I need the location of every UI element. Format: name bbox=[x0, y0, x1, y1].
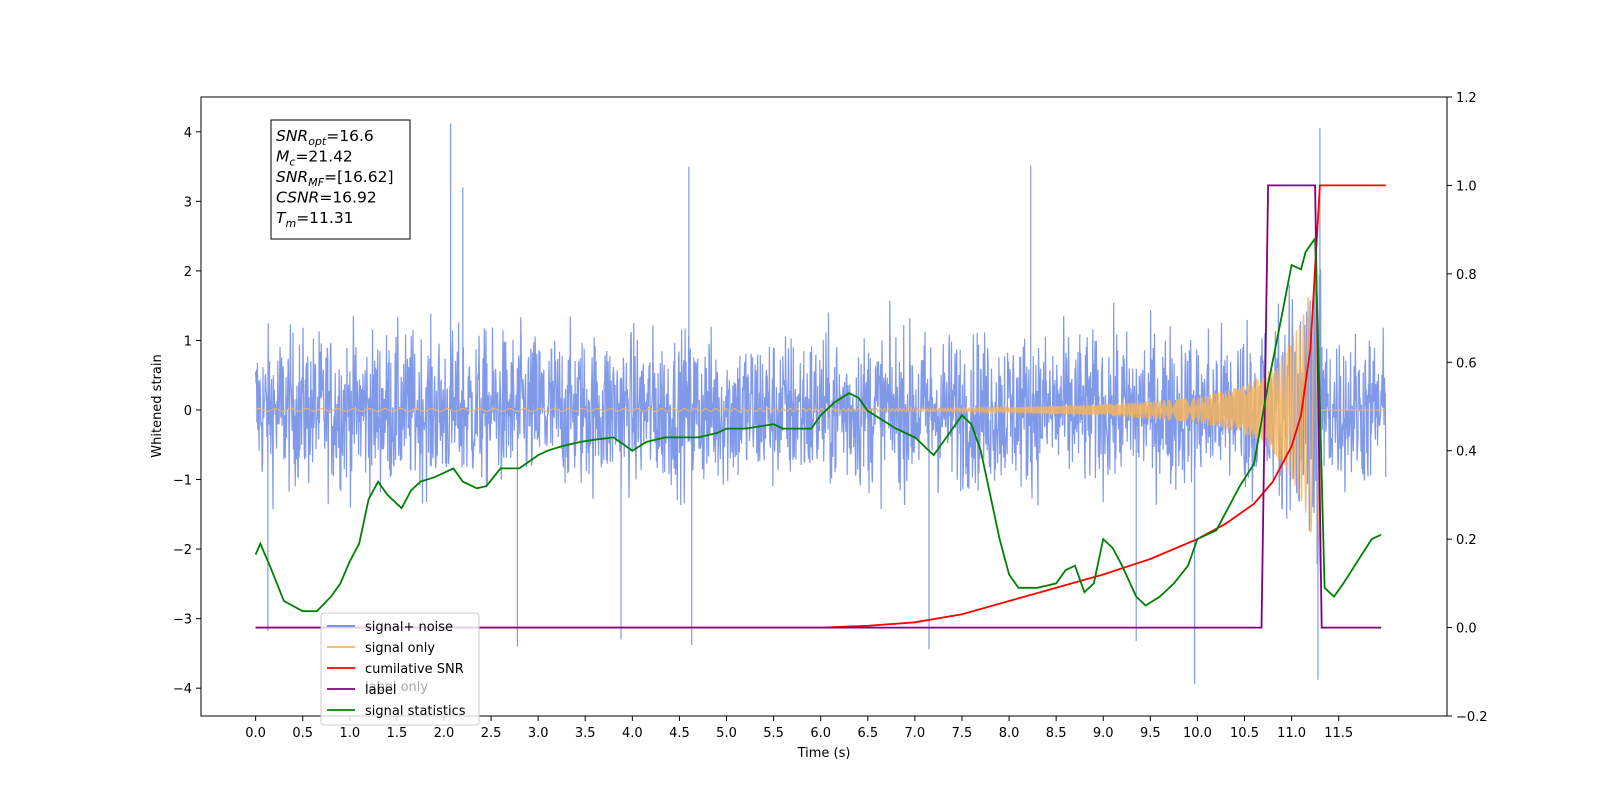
axes-layer: 0.0 0.5 1.0 1.5 2.0 2.5 3.0 3.5 4.0 4.5 5.0 5.5 6.0 6… bbox=[173, 91, 1488, 741]
series-signal-only bbox=[255, 272, 1386, 575]
legend: label only signal+ noise signal only cumila… bbox=[320, 612, 480, 726]
x-tick-label: 3.5 bbox=[575, 726, 596, 741]
y-axis-label: Whitened strain bbox=[150, 354, 165, 457]
legend-label-label: label bbox=[365, 683, 396, 698]
series-layer bbox=[254, 123, 1387, 684]
legend-background-text: label only bbox=[365, 680, 428, 695]
x-tick-label: 10.5 bbox=[1230, 726, 1259, 741]
x-tick-label: 4.5 bbox=[669, 726, 690, 741]
annotation-line-m-c: Mc=21.42 bbox=[276, 148, 353, 169]
x-tick-label: 10.0 bbox=[1183, 726, 1212, 741]
x-tick-label: 8.5 bbox=[1046, 726, 1067, 741]
legend-label-signal-noise: signal+ noise bbox=[365, 620, 453, 635]
x-tick-label: 2.0 bbox=[434, 726, 455, 741]
series-label bbox=[255, 184, 1382, 629]
x-axis-label: Time (s) bbox=[797, 746, 851, 761]
x-tick-label: 8.0 bbox=[999, 726, 1020, 741]
y-left-tick-label: −4 bbox=[173, 682, 192, 697]
y-left-tick-label: 2 bbox=[184, 265, 192, 280]
axes-frame bbox=[200, 96, 1448, 717]
legend-frame bbox=[320, 612, 480, 726]
annotation-line-snr-mf: SNRMF=[16.62] bbox=[276, 168, 394, 189]
x-tick-label: 3.0 bbox=[528, 726, 549, 741]
x-tick-label: 7.5 bbox=[952, 726, 973, 741]
y-left-tick-label: 1 bbox=[184, 334, 192, 349]
x-tick-label: 7.0 bbox=[905, 726, 926, 741]
legend-label-signal-statistics: signal statistics bbox=[365, 704, 466, 719]
x-tick-label: 0.5 bbox=[292, 726, 313, 741]
y-right-tick-label: −0.2 bbox=[1456, 710, 1488, 725]
series-signal-statistics-line bbox=[254, 235, 1382, 613]
x-tick-label: 6.5 bbox=[857, 726, 878, 741]
legend-label-signal-only: signal only bbox=[365, 641, 435, 656]
y-right-tick-label: 1.0 bbox=[1456, 179, 1477, 194]
y-right-tick-label: 0.0 bbox=[1456, 622, 1477, 637]
x-tick-label: 5.5 bbox=[763, 726, 784, 741]
legend-label-cumilative-snr: cumilative SNR bbox=[365, 662, 464, 677]
x-tick-label: 9.0 bbox=[1093, 726, 1114, 741]
y-right-tick-label: 0.6 bbox=[1456, 356, 1477, 371]
x-tick-label: 1.5 bbox=[387, 726, 408, 741]
y-left-tick-label: 3 bbox=[184, 195, 192, 210]
y-right-tick-label: 0.4 bbox=[1456, 445, 1477, 460]
y-left-tick-label: −3 bbox=[173, 613, 192, 628]
annotation-line-snr-opt: SNRopt=16.6 bbox=[276, 127, 374, 148]
x-tick-label: 11.0 bbox=[1277, 726, 1306, 741]
x-tick-label: 6.0 bbox=[810, 726, 831, 741]
y-left-tick-label: 4 bbox=[184, 126, 192, 141]
y-left-tick-label: −2 bbox=[173, 543, 192, 558]
y-left-tick-label: −1 bbox=[173, 474, 192, 489]
y-left-tick-label: 0 bbox=[184, 404, 192, 419]
y-right-tick-label: 1.2 bbox=[1456, 91, 1477, 106]
series-signal-statistics bbox=[254, 235, 1382, 613]
series-cumilative-snr bbox=[255, 184, 1386, 629]
x-tick-label: 4.0 bbox=[622, 726, 643, 741]
series-label-line bbox=[255, 184, 1382, 629]
series-cumilative-snr-line bbox=[255, 184, 1386, 629]
annotation-box: SNRopt=16.6Mc=21.42SNRMF=[16.62]CSNR=16.… bbox=[270, 119, 411, 240]
annotation-line-t-m: Tm=11.31 bbox=[276, 209, 354, 230]
x-tick-label: 2.5 bbox=[481, 726, 502, 741]
y-right-tick-label: 0.8 bbox=[1456, 268, 1477, 283]
annotation-frame bbox=[270, 119, 411, 240]
x-tick-label: 5.0 bbox=[716, 726, 737, 741]
x-tick-label: 0.0 bbox=[245, 726, 266, 741]
x-tick-label: 1.0 bbox=[339, 726, 360, 741]
annotation-line-csnr: CSNR=16.92 bbox=[276, 189, 377, 207]
x-tick-label: 9.5 bbox=[1140, 726, 1161, 741]
y-right-tick-label: 0.2 bbox=[1456, 533, 1477, 548]
x-tick-label: 11.5 bbox=[1324, 726, 1353, 741]
